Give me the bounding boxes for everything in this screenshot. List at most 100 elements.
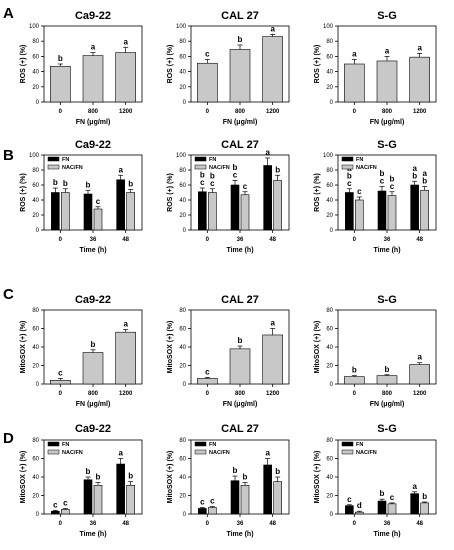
- x-tick-label: 36: [384, 521, 391, 527]
- bar: [410, 493, 419, 515]
- chart-title: Ca9-22: [75, 294, 111, 306]
- y-tick-label: 40: [179, 475, 186, 481]
- y-tick-label: 20: [326, 364, 333, 370]
- legend-label: FN: [209, 442, 216, 448]
- y-tick-label: 100: [323, 24, 334, 30]
- significance-label: b: [352, 366, 357, 375]
- significance-label: b: [238, 35, 243, 44]
- bar: [93, 485, 103, 515]
- bar: [273, 180, 282, 231]
- y-tick-label: 0: [36, 382, 40, 388]
- y-tick-label: 20: [326, 213, 333, 219]
- significance-label: a: [385, 46, 390, 55]
- legend-swatch: [47, 449, 60, 455]
- chart-panel: Ca9-22 0 20 40 60 80 100 ROS (+) (%) 0 36 48 Time (…: [20, 139, 143, 254]
- panel-letter: C: [3, 286, 14, 303]
- y-axis-label: MitoSOX (+) (%): [20, 321, 27, 374]
- y-axis-label: ROS (+) (%): [314, 173, 321, 212]
- chart-panel: Ca9-22 0 20 40 60 80 MitoSOX (+) (%) 0 36 48 Time …: [20, 423, 143, 538]
- bar: [230, 184, 240, 231]
- chart-title: Ca9-22: [75, 423, 111, 435]
- legend-swatch: [194, 441, 207, 447]
- x-tick-label: 800: [382, 109, 393, 115]
- y-tick-label: 60: [326, 54, 333, 60]
- x-tick-label: 800: [88, 391, 99, 397]
- y-tick-label: 60: [326, 457, 333, 463]
- significance-label: b: [63, 179, 68, 188]
- y-tick-label: 20: [32, 364, 39, 370]
- bar: [50, 65, 71, 103]
- bar: [208, 192, 217, 231]
- y-axis-label: ROS (+) (%): [314, 45, 321, 84]
- legend-label: NAC/FN: [62, 165, 83, 171]
- bar: [355, 199, 364, 231]
- x-tick-label: 48: [122, 521, 129, 527]
- legend-swatch: [47, 164, 60, 170]
- significance-label: b: [58, 54, 63, 63]
- bar: [262, 334, 283, 385]
- chart-title: CAL 27: [221, 139, 259, 151]
- bar: [240, 485, 250, 515]
- chart-panel: Ca9-22 0 20 40 60 80 100 ROS (+) (%) 0 800 1200 FN …: [20, 10, 143, 126]
- x-tick-label: 0: [206, 521, 210, 527]
- x-tick-label: 36: [90, 521, 97, 527]
- bar: [83, 479, 93, 515]
- significance-label: a: [91, 43, 96, 52]
- significance-label: c: [63, 498, 68, 507]
- y-tick-label: 0: [183, 382, 187, 388]
- bar: [82, 55, 104, 103]
- y-tick-label: 0: [330, 382, 334, 388]
- y-tick-label: 20: [32, 494, 39, 500]
- x-tick-label: 0: [206, 391, 210, 397]
- legend-swatch: [47, 441, 60, 447]
- y-axis-label: ROS (+) (%): [167, 173, 174, 212]
- bar: [229, 49, 251, 103]
- bar: [387, 195, 397, 231]
- x-tick-label: 0: [59, 109, 63, 115]
- x-tick-label: 0: [353, 237, 357, 243]
- x-tick-label: 1200: [266, 109, 280, 115]
- bar: [197, 62, 218, 103]
- chart-title: CAL 27: [221, 294, 259, 306]
- significance-label: c: [58, 368, 63, 377]
- significance-label: b: [86, 180, 91, 189]
- x-tick-label: 48: [269, 521, 276, 527]
- y-tick-label: 60: [326, 327, 333, 333]
- y-tick-label: 60: [32, 183, 39, 189]
- x-tick-label: 0: [206, 237, 210, 243]
- legend-label: FN: [209, 157, 216, 163]
- y-tick-label: 0: [330, 228, 334, 234]
- bar: [229, 348, 251, 385]
- chart-title: S-G: [377, 139, 397, 151]
- legend-swatch: [341, 449, 354, 455]
- x-axis-label: FN (μg/ml): [370, 401, 405, 408]
- x-tick-label: 48: [416, 521, 423, 527]
- chart-panel: S-G 0 20 40 60 80 MitoSOX (+) (%) 0 36 48 Time (h)…: [314, 423, 437, 538]
- y-tick-label: 20: [179, 364, 186, 370]
- x-axis-label: Time (h): [373, 247, 400, 254]
- x-axis-label: FN (μg/ml): [223, 119, 258, 126]
- significance-label: a: [417, 43, 422, 52]
- y-tick-label: 20: [179, 494, 186, 500]
- y-tick-label: 60: [179, 457, 186, 463]
- y-tick-label: 80: [179, 39, 186, 45]
- y-axis-label: MitoSOX (+) (%): [314, 451, 321, 504]
- y-tick-label: 0: [36, 100, 40, 106]
- y-tick-label: 20: [326, 494, 333, 500]
- chart-panel: CAL 27 0 20 40 60 80 100 ROS (+) (%) 0 36 48 Time (…: [167, 139, 290, 254]
- bar: [273, 481, 282, 515]
- x-tick-label: 800: [382, 391, 393, 397]
- x-axis-label: FN (μg/ml): [76, 119, 111, 126]
- bar: [230, 480, 240, 515]
- y-tick-label: 20: [179, 85, 186, 91]
- significance-label: a: [265, 449, 270, 458]
- y-tick-label: 60: [179, 54, 186, 60]
- y-tick-label: 80: [326, 438, 333, 444]
- significance-label: c: [205, 368, 210, 377]
- significance-label: c: [243, 182, 248, 191]
- x-tick-label: 0: [353, 521, 357, 527]
- x-tick-label: 48: [416, 237, 423, 243]
